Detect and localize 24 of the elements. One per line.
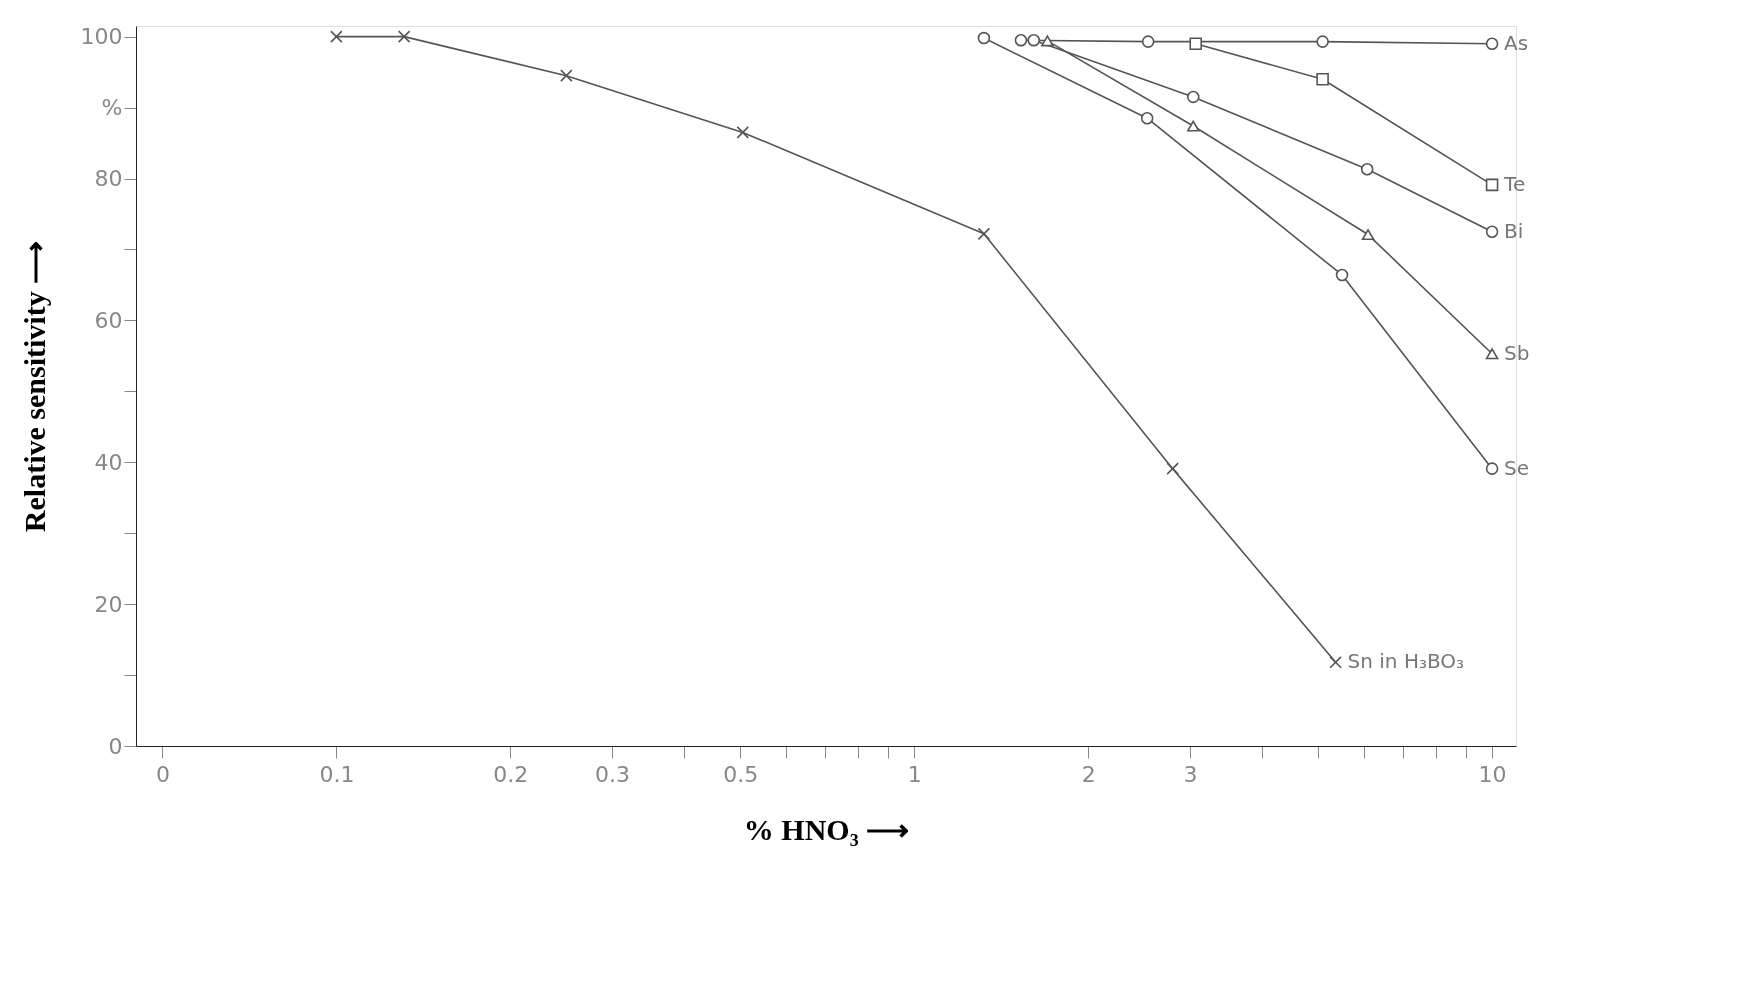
x-tick-label: 0 [155,761,170,787]
x-tick-label: 0.3 [595,761,631,787]
x-tick-label: 0.1 [319,761,355,787]
series-label: Bi [1504,218,1524,243]
y-tick-label: 80 [94,166,123,192]
series-label: As [1504,30,1529,55]
y-axis-title: Relative sensitivity ⟶ [17,240,51,533]
series-label: Sb [1504,340,1530,365]
series-label: Te [1503,171,1526,196]
y-tick-label: 0 [108,733,123,759]
y-tick-label: % [101,95,123,121]
series-label: Se [1504,455,1530,480]
y-tick-label: 20 [94,591,123,617]
x-axis-title: % HNO₃ ⟶ [743,812,910,846]
y-tick-label: 100 [80,24,123,50]
y-tick-label: 60 [94,307,123,333]
x-tick-label: 10 [1478,761,1507,787]
x-tick-label: 3 [1183,761,1198,787]
x-tick-label: 0.5 [723,761,759,787]
x-tick-label: 1 [907,761,922,787]
x-tick-label: 2 [1081,761,1096,787]
x-tick-label: 0.2 [493,761,529,787]
series-label: Sn in H₃BO₃ [1347,649,1465,674]
y-tick-label: 40 [94,449,123,475]
